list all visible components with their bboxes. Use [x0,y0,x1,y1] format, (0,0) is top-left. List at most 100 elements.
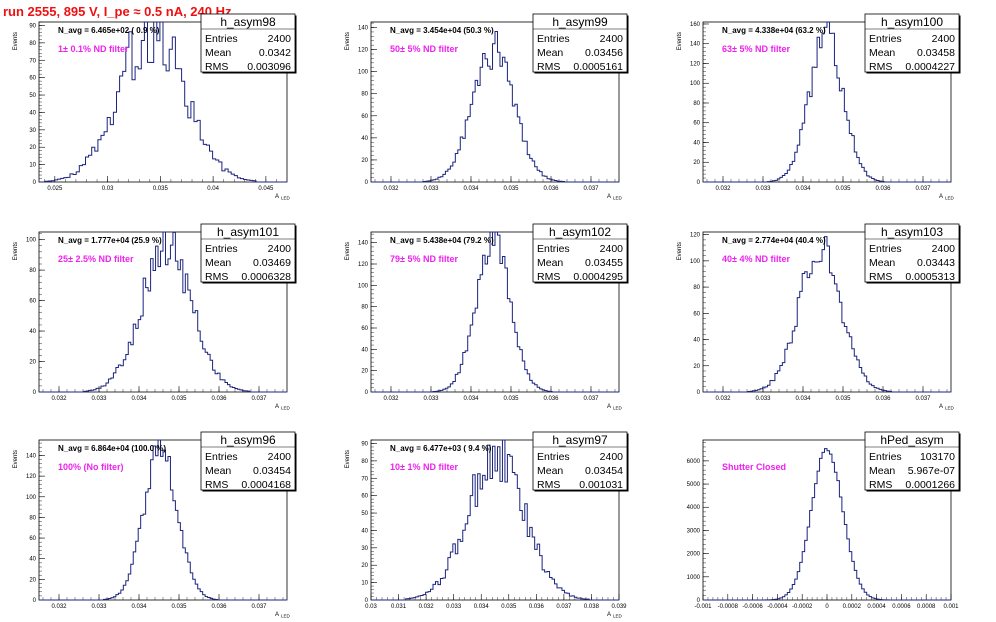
y-tick-label: 60 [361,326,368,332]
n-avg-label: N_avg = 6.477e+03 ( 9.4 %) [390,444,492,453]
y-tick-label: 20 [693,364,700,370]
x-tick-label: 0.034 [463,186,479,192]
histogram-name: h_asym101 [217,225,279,239]
filter-label: 63± 5% ND filter [722,44,790,54]
y-tick-label: 20 [693,160,700,166]
y-tick-label: 4000 [687,505,701,511]
x-tick-label: 0.035 [501,604,517,610]
filter-label: 40± 4% ND filter [722,254,790,264]
y-tick-label: 60 [693,311,700,317]
y-tick-label: 20 [29,360,36,366]
x-tick-label: 0.036 [543,396,559,402]
x-tick-label: 0.035 [503,396,519,402]
stats-box-frame [864,223,960,283]
x-axis-title: A LED [939,404,955,411]
x-tick-label: 0.036 [529,604,545,610]
y-tick-label: 80 [29,515,36,521]
x-tick-label: 0.036 [543,186,559,192]
x-axis-title: A LED [275,612,291,619]
y-tick-label: 40 [29,557,36,563]
x-tick-label: 0.04 [207,186,219,192]
histogram-line [371,439,619,601]
x-tick-label: 0.036 [875,186,891,192]
stats-value: 2400 [932,243,956,255]
y-tick-label: 60 [361,494,368,500]
histogram-panel-h_asym103: 0 20 40 60 80 100 120 0.032 0.033 0.034 0.035 0.036… [677,223,961,411]
x-tick-label: 0.032 [419,604,435,610]
stats-box: h_asym99 Entries 2400 Mean 0.03456 RMS 0.00051… [532,13,629,74]
stats-key: Entries [205,451,238,463]
stats-key: Entries [537,243,570,255]
n-avg-label: N_avg = 2.774e+04 (40.4 %) [722,236,826,245]
x-tick-label: -0.0006 [742,604,763,610]
x-tick-label: -0.0008 [718,604,739,610]
y-tick-label: 80 [361,92,368,98]
stats-key: Entries [205,243,238,255]
x-tick-label: 0.037 [915,186,931,192]
x-tick-label: 0.037 [556,604,572,610]
x-tick-label: 0.037 [583,396,599,402]
y-tick-label: 1000 [687,575,701,581]
stats-value: 0.03454 [585,465,623,477]
histogram-name: hPed_asym [880,433,943,447]
stats-box: h_asym103 Entries 2400 Mean 0.03443 RMS 0.0005… [864,223,961,284]
y-tick-label: 40 [693,140,700,146]
y-tick-label: 0 [365,598,369,604]
y-tick-label: 40 [361,347,368,353]
stats-box: h_asym98 Entries 2400 Mean 0.0342 RMS 0.003096 [200,13,297,74]
y-tick-label: 140 [358,26,369,32]
x-tick-label: 0.032 [383,186,399,192]
x-tick-label: 0.034 [463,396,479,402]
y-tick-label: 70 [29,58,36,64]
x-axis-title: A LED [275,194,291,201]
histogram-panel-h_asym99: 0 20 40 60 80 100 120 140 0.032 0.033 0.034 0.035 0.… [345,13,629,201]
stats-value: 0.03456 [585,47,623,59]
x-tick-label: 0.039 [611,604,627,610]
histogram-name: h_asym96 [220,433,276,447]
x-tick-label: 0.032 [51,604,67,610]
stats-value: 2400 [268,451,292,463]
x-axis-title: A LED [607,612,623,619]
y-tick-label: 20 [29,145,36,151]
x-tick-label: 0.033 [446,604,462,610]
y-tick-label: 20 [29,577,36,583]
y-axis-title: Events [13,242,19,260]
x-tick-label: 0.035 [153,186,169,192]
stats-key: Entries [537,33,570,45]
x-tick-label: 0.0004 [867,604,886,610]
y-tick-label: 80 [29,41,36,47]
stats-key: RMS [537,271,560,283]
y-tick-label: 20 [361,158,368,164]
x-tick-label: 0.001 [943,604,959,610]
y-tick-label: 3000 [687,528,701,534]
stats-box: h_asym100 Entries 2400 Mean 0.03458 RMS 0.0004… [864,13,961,74]
stats-value: 0.0004168 [241,479,291,491]
y-tick-label: 80 [693,285,700,291]
x-tick-label: 0.045 [258,186,274,192]
filter-label: Shutter Closed [722,462,786,472]
histogram-name: h_asym103 [881,225,943,239]
stats-box-frame [532,13,628,73]
x-tick-label: 0.0008 [917,604,936,610]
x-tick-label: 0.0006 [892,604,911,610]
x-tick-label: 0.032 [715,396,731,402]
stats-value: 0.0006328 [241,271,291,283]
x-tick-label: 0.036 [211,604,227,610]
filter-label: 10± 1% ND filter [390,462,458,472]
stats-box-frame [200,13,296,73]
stats-key: RMS [869,61,892,73]
histogram-name: h_asym102 [549,225,611,239]
x-tick-label: 0.025 [47,186,63,192]
y-tick-label: 160 [690,22,701,28]
stats-value: 0.03443 [917,257,955,269]
x-tick-label: 0.037 [251,396,267,402]
y-tick-label: 20 [361,563,368,569]
x-tick-label: 0.033 [423,186,439,192]
stats-box-frame [532,223,628,283]
x-tick-label: 0.035 [503,186,519,192]
stats-key: Mean [537,257,563,269]
x-tick-label: 0.035 [835,396,851,402]
x-tick-label: 0 [825,604,829,610]
stats-key: RMS [537,61,560,73]
stats-key: RMS [869,479,892,491]
